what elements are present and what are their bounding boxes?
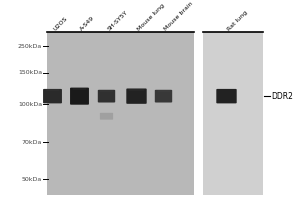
Text: A-S49: A-S49 (80, 15, 96, 32)
FancyBboxPatch shape (126, 88, 147, 104)
Text: SH-SY5Y: SH-SY5Y (106, 9, 129, 32)
Bar (46, 32, 194, 195)
FancyBboxPatch shape (100, 113, 113, 120)
Text: 100kDa: 100kDa (18, 102, 42, 107)
Text: DDR2: DDR2 (271, 92, 293, 101)
Text: Rat lung: Rat lung (226, 9, 249, 32)
Bar (202, 32, 262, 195)
Text: Mouse brain: Mouse brain (164, 1, 194, 32)
Text: 70kDa: 70kDa (22, 140, 42, 145)
Text: 250kDa: 250kDa (18, 44, 42, 49)
Text: U2OS: U2OS (52, 16, 68, 32)
Text: 150kDa: 150kDa (18, 70, 42, 75)
FancyBboxPatch shape (216, 89, 237, 103)
Text: Mouse lung: Mouse lung (136, 2, 166, 32)
FancyBboxPatch shape (98, 90, 115, 103)
FancyBboxPatch shape (155, 90, 172, 103)
FancyBboxPatch shape (43, 89, 62, 103)
Text: 50kDa: 50kDa (22, 177, 42, 182)
FancyBboxPatch shape (70, 88, 89, 105)
